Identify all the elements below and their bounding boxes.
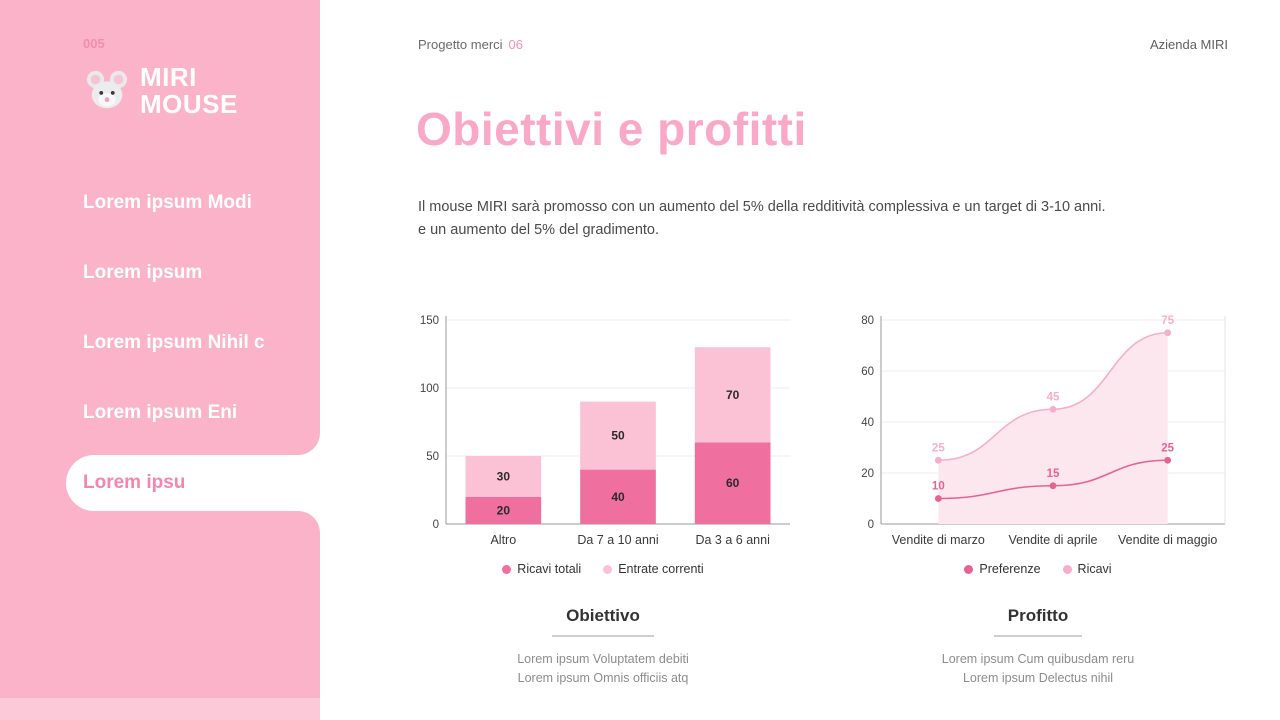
svg-text:100: 100 xyxy=(420,383,439,395)
svg-text:20: 20 xyxy=(497,503,511,517)
svg-text:30: 30 xyxy=(497,469,511,483)
svg-text:25: 25 xyxy=(1161,442,1174,454)
revenue-bar-chart: 0 50 100 150 Altro Da 7 a 10 anni Da 3 a 6 ann… xyxy=(408,306,798,558)
sidebar-footer-band xyxy=(0,698,320,720)
svg-text:10: 10 xyxy=(932,481,945,493)
sidebar-item-3[interactable]: Lorem ipsum Nihil c xyxy=(83,332,265,353)
svg-text:0: 0 xyxy=(868,519,874,531)
sidebar-page-number: 005 xyxy=(83,36,105,51)
logo-line2: MOUSE xyxy=(140,89,238,119)
company-name: Azienda MIRI xyxy=(1149,37,1228,52)
logo: MIRI MOUSE xyxy=(84,64,238,118)
svg-text:60: 60 xyxy=(861,366,874,378)
sidebar-menu: Lorem ipsum Modi Lorem ipsum Lorem ipsum… xyxy=(0,175,320,533)
legend-dot xyxy=(603,564,613,574)
page-ref: 06 xyxy=(508,37,524,52)
svg-text:60: 60 xyxy=(726,476,740,490)
legend-item-ricavi-totali: Ricavi totali xyxy=(502,562,581,576)
sidebar-item-2[interactable]: Lorem ipsum xyxy=(83,262,203,283)
sidebar-item-4[interactable]: Lorem ipsum Eni xyxy=(83,402,238,423)
legend-dot xyxy=(502,564,512,574)
svg-text:45: 45 xyxy=(1047,391,1060,403)
legend-item-preferenze: Preferenze xyxy=(964,562,1041,576)
svg-text:Vendite di maggio: Vendite di maggio xyxy=(1118,533,1217,547)
sidebar-item-active-label: Lorem ipsu xyxy=(83,472,186,493)
legend-item-ricavi: Ricavi xyxy=(1062,562,1112,576)
svg-text:150: 150 xyxy=(420,315,439,327)
sidebar: 005 MIRI MOUSE L xyxy=(0,0,320,720)
legend-dot xyxy=(964,564,974,574)
svg-text:20: 20 xyxy=(861,468,874,480)
project-label: Progetto merci xyxy=(418,37,503,52)
svg-text:Vendite di aprile: Vendite di aprile xyxy=(1009,533,1098,547)
svg-text:Da 7 a 10 anni: Da 7 a 10 anni xyxy=(577,533,658,547)
page-title: Obiettivi e profitti xyxy=(416,103,807,155)
sidebar-item-active[interactable]: Lorem ipsu xyxy=(66,433,320,533)
sales-line-chart: 0 20 40 60 80 Vendite di marzo Vendite di apri… xyxy=(843,306,1233,558)
description: Il mouse MIRI sarà promosso con un aumen… xyxy=(418,196,1106,242)
svg-text:40: 40 xyxy=(611,490,625,504)
svg-text:Vendite di marzo: Vendite di marzo xyxy=(892,533,985,547)
breadcrumb: Progetto merci 06 xyxy=(418,37,523,52)
svg-text:50: 50 xyxy=(611,429,625,443)
section-title: Profitto xyxy=(993,606,1083,637)
svg-text:70: 70 xyxy=(726,388,740,402)
line-chart-legend: Preferenze Ricavi xyxy=(843,562,1233,576)
svg-text:75: 75 xyxy=(1161,315,1174,327)
svg-text:25: 25 xyxy=(932,442,945,454)
svg-text:50: 50 xyxy=(426,451,439,463)
notch-corner-bottom xyxy=(298,511,320,533)
svg-text:Altro: Altro xyxy=(490,533,516,547)
svg-text:40: 40 xyxy=(861,417,874,429)
svg-text:15: 15 xyxy=(1047,468,1060,480)
logo-text: MIRI MOUSE xyxy=(140,64,238,118)
notch-corner-top xyxy=(298,433,320,455)
mouse-icon xyxy=(84,68,130,114)
section-obiettivo: Obiettivo Lorem ipsum Voluptatem debiti … xyxy=(408,606,798,688)
description-line2: e un aumento del 5% del gradimento. xyxy=(418,222,660,238)
section-text: Lorem ipsum Cum quibusdam reru Lorem ips… xyxy=(941,652,1135,685)
section-text: Lorem ipsum Voluptatem debiti Lorem ipsu… xyxy=(517,652,689,685)
svg-text:Da 3 a 6 anni: Da 3 a 6 anni xyxy=(695,533,769,547)
logo-line1: MIRI xyxy=(140,62,197,92)
svg-text:0: 0 xyxy=(433,519,439,531)
legend-item-entrate-correnti: Entrate correnti xyxy=(603,562,704,576)
svg-text:80: 80 xyxy=(861,315,874,327)
section-profitto: Profitto Lorem ipsum Cum quibusdam reru … xyxy=(843,606,1233,688)
sidebar-item-1[interactable]: Lorem ipsum Modi xyxy=(83,192,252,213)
description-line1: Il mouse MIRI sarà promosso con un aumen… xyxy=(418,199,1106,215)
bar-chart-legend: Ricavi totali Entrate correnti xyxy=(408,562,798,576)
legend-dot xyxy=(1062,564,1072,574)
section-title: Obiettivo xyxy=(552,606,654,637)
